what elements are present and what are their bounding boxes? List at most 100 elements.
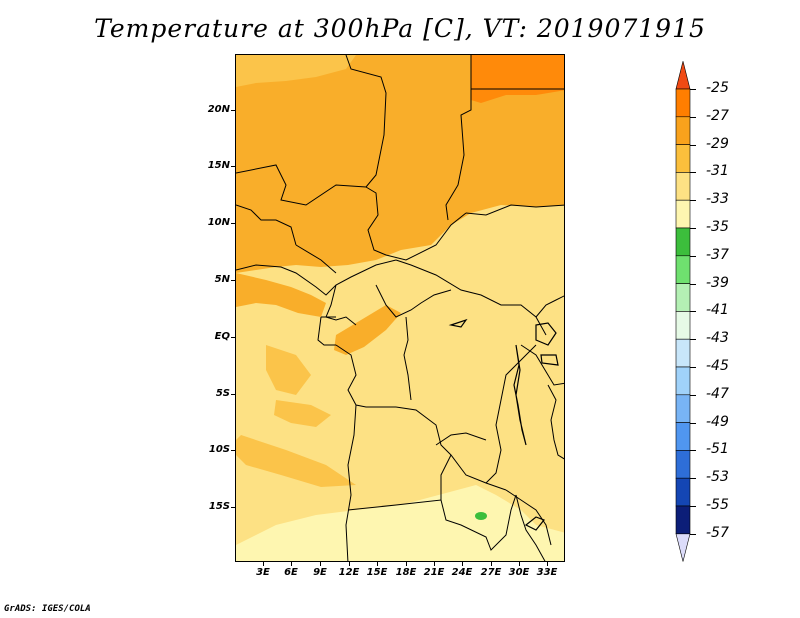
field-cold-spot — [475, 512, 487, 520]
colorbar-arrow-bottom — [675, 533, 691, 562]
colorbar-tick — [690, 89, 696, 90]
lat-label-20n: 20N — [207, 104, 230, 115]
colorbar-tick — [690, 367, 696, 368]
lat-tick — [231, 166, 235, 167]
colorbar-tick — [690, 450, 696, 452]
colorbar-tick — [690, 228, 696, 229]
lat-tick — [231, 507, 235, 508]
colorbar-label: -57 — [706, 524, 729, 541]
colorbar-swatch — [675, 172, 691, 201]
lon-label-18e: 18E — [395, 567, 417, 578]
field-congo-warm — [334, 305, 401, 355]
lon-label-15e: 15E — [366, 567, 388, 578]
field-pocket-nw — [236, 55, 356, 87]
field-warm-ne — [471, 55, 564, 103]
colorbar-label: -49 — [706, 413, 729, 430]
colorbar-swatch — [675, 505, 691, 535]
colorbar-label: -27 — [706, 107, 729, 124]
colorbar-tick — [690, 144, 696, 146]
colorbar-label: -45 — [706, 358, 729, 374]
colorbar-swatch — [675, 366, 691, 396]
lat-label-15n: 15N — [207, 160, 230, 171]
lat-label-5n: 5N — [214, 274, 230, 285]
colorbar-swatch — [675, 311, 691, 340]
lat-tick — [231, 337, 235, 338]
lon-tick — [263, 562, 264, 566]
field-angola-warm — [236, 435, 356, 487]
lon-label-3e: 3E — [256, 567, 270, 578]
lon-tick — [291, 562, 292, 566]
chart-title: Temperature at 300hPa [C], VT: 201907191… — [94, 14, 706, 43]
colorbar-tick — [690, 478, 696, 480]
lat-label-eq: EQ — [214, 331, 230, 342]
colorbar-swatch — [675, 88, 691, 118]
lon-tick — [519, 562, 520, 566]
map-panel — [235, 54, 565, 562]
lon-label-9e: 9E — [313, 567, 327, 578]
colorbar-swatch — [675, 199, 691, 229]
lakes — [448, 318, 559, 531]
lon-tick — [547, 562, 548, 566]
lat-tick — [231, 223, 235, 224]
colorbar-tick — [690, 394, 696, 396]
colorbar-swatch — [675, 338, 691, 368]
colorbar-label: -55 — [706, 497, 729, 513]
colorbar-label: -29 — [706, 135, 729, 152]
lon-tick — [406, 562, 407, 566]
lon-label-27e: 27E — [480, 567, 502, 578]
colorbar-label: -41 — [706, 302, 729, 319]
colorbar-tick — [690, 339, 696, 341]
lon-tick — [349, 562, 350, 566]
temperature-field — [236, 55, 564, 561]
lon-tick — [320, 562, 321, 566]
colorbar-tick — [690, 200, 696, 202]
colorbar-tick — [690, 255, 696, 257]
colorbar-label: -25 — [706, 80, 729, 96]
field-coast-warm — [236, 273, 326, 317]
colorbar-swatch — [675, 283, 691, 312]
colorbar-label: -51 — [706, 441, 729, 458]
lon-tick — [491, 562, 492, 566]
colorbar-swatch — [675, 450, 691, 479]
lon-label-33e: 33E — [536, 567, 558, 578]
colorbar-swatch — [675, 227, 691, 257]
colorbar-swatch — [675, 255, 691, 284]
colorbar-tick — [690, 422, 696, 424]
lon-label-12e: 12E — [338, 567, 360, 578]
colorbar-label: -31 — [706, 163, 729, 180]
colorbar-tick — [690, 116, 696, 118]
colorbar-swatch — [675, 394, 691, 423]
borders — [236, 55, 564, 561]
lat-label-10n: 10N — [207, 217, 230, 228]
lat-tick — [231, 394, 235, 395]
lat-label-5s: 5S — [215, 388, 230, 399]
lon-label-30e: 30E — [508, 567, 530, 578]
lon-tick — [434, 562, 435, 566]
colorbar-tick — [690, 283, 696, 285]
colorbar-label: -33 — [706, 191, 729, 208]
colorbar-tick — [690, 533, 696, 535]
lat-label-15s: 15S — [208, 501, 230, 512]
colorbar-label: -39 — [706, 274, 729, 291]
lon-tick — [377, 562, 378, 566]
field-sw-pocket — [266, 345, 311, 395]
colorbar-label: -47 — [706, 385, 729, 402]
colorbar-tick — [690, 506, 696, 507]
colorbar — [675, 61, 691, 562]
colorbar-tick — [690, 172, 696, 174]
lon-label-6e: 6E — [284, 567, 298, 578]
colorbar-label: -35 — [706, 219, 729, 235]
lat-tick — [231, 110, 235, 111]
colorbar-swatch — [675, 144, 691, 173]
lat-tick — [231, 280, 235, 281]
field-sw-pocket-2 — [274, 400, 331, 427]
lat-label-10s: 10S — [208, 444, 230, 455]
colorbar-arrow-top — [675, 61, 691, 90]
colorbar-label: -53 — [706, 469, 729, 486]
lon-tick — [462, 562, 463, 566]
field-warm-north — [236, 55, 564, 273]
colorbar-swatch — [675, 116, 691, 145]
colorbar-label: -43 — [706, 330, 729, 347]
lon-label-24e: 24E — [451, 567, 473, 578]
colorbar-swatch — [675, 422, 691, 451]
